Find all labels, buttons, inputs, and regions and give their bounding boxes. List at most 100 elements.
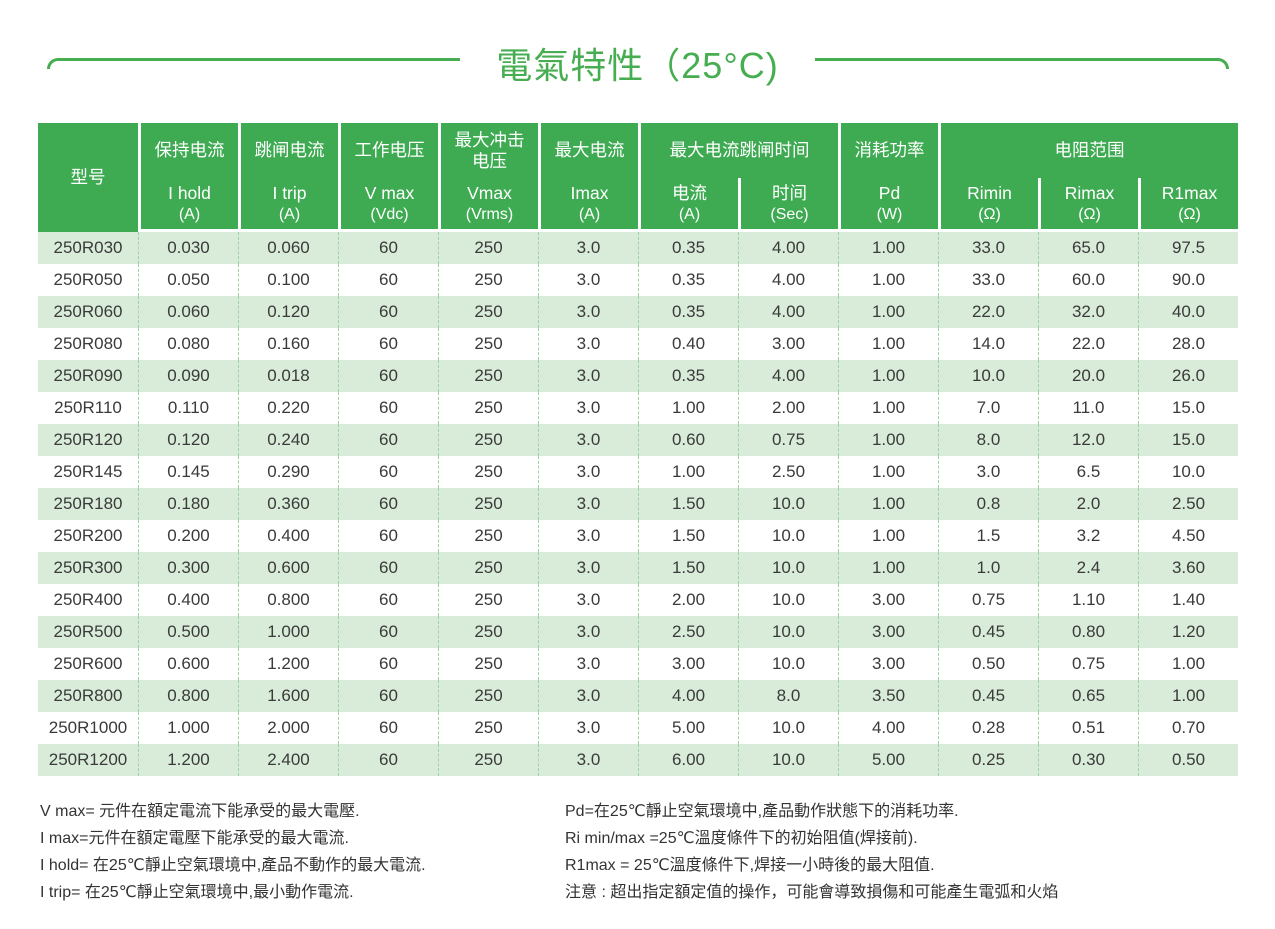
value-cell: 250 [438, 520, 538, 552]
footnotes: V max= 元件在額定電流下能承受的最大電壓. I max=元件在額定電壓下能… [40, 798, 1275, 906]
value-cell: 3.60 [1138, 552, 1238, 584]
footnote-vmax: V max= 元件在額定電流下能承受的最大電壓. [40, 803, 360, 820]
value-cell: 3.0 [538, 232, 638, 264]
value-cell: 10.0 [738, 712, 838, 744]
value-cell: 10.0 [738, 488, 838, 520]
electrical-characteristics-table: 型号 保持电流 跳闸电流 工作电压 最大冲击 电压 最大电流 最大电流跳闸时间 消… [38, 123, 1238, 776]
table-row: 250R1200 1.200 2.400 60 250 3.0 6.00 10.0 5.00 0.… [38, 744, 1238, 776]
value-cell: 250 [438, 712, 538, 744]
section-title-row: 電氣特性（25°C) [46, 37, 1229, 89]
value-cell: 6.00 [638, 744, 738, 776]
value-cell: 0.060 [138, 296, 238, 328]
value-cell: 1.00 [838, 552, 938, 584]
subheader-rimax: Rimax (Ω) [1038, 178, 1138, 232]
value-cell: 3.00 [838, 584, 938, 616]
value-cell: 0.75 [1038, 648, 1138, 680]
value-cell: 60 [338, 456, 438, 488]
value-cell: 3.0 [538, 424, 638, 456]
table-row: 250R600 0.600 1.200 60 250 3.0 3.00 10.0 3.00 0.5… [38, 648, 1238, 680]
table-row: 250R400 0.400 0.800 60 250 3.0 2.00 10.0 3.00 0.7… [38, 584, 1238, 616]
table-row: 250R1000 1.000 2.000 60 250 3.0 5.00 10.0 4.00 0.… [38, 712, 1238, 744]
value-cell: 0.290 [238, 456, 338, 488]
value-cell: 1.50 [638, 552, 738, 584]
table-body: 250R030 0.030 0.060 60 250 3.0 0.35 4.00 1.00 33.… [38, 232, 1238, 776]
footnote-pd: Pd=在25℃靜止空氣環境中,產品動作狀態下的消耗功率. [565, 803, 959, 820]
value-cell: 250 [438, 296, 538, 328]
value-cell: 1.000 [138, 712, 238, 744]
value-cell: 0.45 [938, 616, 1038, 648]
value-cell: 1.10 [1038, 584, 1138, 616]
subheader-pd: Pd (W) [838, 178, 938, 232]
col-header-surge-voltage: 最大冲击 电压 [438, 123, 538, 178]
value-cell: 60 [338, 264, 438, 296]
value-cell: 32.0 [1038, 296, 1138, 328]
value-cell: 0.160 [238, 328, 338, 360]
value-cell: 250 [438, 328, 538, 360]
value-cell: 250 [438, 616, 538, 648]
value-cell: 0.090 [138, 360, 238, 392]
value-cell: 250 [438, 360, 538, 392]
value-cell: 3.00 [838, 648, 938, 680]
model-cell: 250R800 [38, 680, 138, 712]
value-cell: 0.400 [238, 520, 338, 552]
value-cell: 60 [338, 328, 438, 360]
value-cell: 3.0 [538, 584, 638, 616]
value-cell: 1.5 [938, 520, 1038, 552]
col-header-power: 消耗功率 [838, 123, 938, 178]
value-cell: 3.0 [538, 296, 638, 328]
value-cell: 2.000 [238, 712, 338, 744]
value-cell: 11.0 [1038, 392, 1138, 424]
value-cell: 2.0 [1038, 488, 1138, 520]
model-cell: 250R200 [53, 526, 123, 545]
value-cell: 0.75 [938, 584, 1038, 616]
model-cell: 250R110 [54, 398, 122, 417]
value-cell: 60.0 [1038, 264, 1138, 296]
value-cell: 3.0 [538, 264, 638, 296]
value-cell: 22.0 [938, 296, 1038, 328]
table-row: 250R030 0.030 0.060 60 250 3.0 0.35 4.00 1.00 33.… [38, 232, 1238, 264]
value-cell: 3.0 [538, 520, 638, 552]
value-cell: 0.220 [238, 392, 338, 424]
table-row: 250R110 0.110 0.220 60 250 3.0 1.00 2.00 1.00 7.0… [38, 392, 1238, 424]
value-cell: 0.80 [1038, 616, 1138, 648]
model-cell: 250R080 [53, 334, 123, 353]
table-row: 250R120 0.120 0.240 60 250 3.0 0.60 0.75 1.00 8.0… [38, 424, 1238, 456]
footnote-r1max: R1max = 25℃溫度條件下,焊接一小時後的最大阻值. [565, 857, 935, 874]
value-cell: 2.400 [238, 744, 338, 776]
value-cell: 0.080 [138, 328, 238, 360]
value-cell: 28.0 [1138, 328, 1238, 360]
footnotes-right: Pd=在25℃靜止空氣環境中,產品動作狀態下的消耗功率. Ri min/max … [565, 798, 1275, 906]
value-cell: 3.0 [538, 744, 638, 776]
value-cell: 0.145 [138, 456, 238, 488]
value-cell: 0.018 [238, 360, 338, 392]
value-cell: 60 [338, 616, 438, 648]
value-cell: 0.600 [138, 648, 238, 680]
value-cell: 60 [338, 648, 438, 680]
value-cell: 12.0 [1038, 424, 1138, 456]
subheader-trip-test-current: 电流 (A) [638, 178, 738, 232]
value-cell: 3.0 [538, 456, 638, 488]
value-cell: 60 [338, 744, 438, 776]
value-cell: 60 [338, 424, 438, 456]
value-cell: 7.0 [938, 392, 1038, 424]
col-header-trip-current: 跳闸电流 [238, 123, 338, 178]
value-cell: 250 [438, 552, 538, 584]
subheader-r1max: R1max (Ω) [1138, 178, 1238, 232]
value-cell: 10.0 [738, 584, 838, 616]
value-cell: 1.200 [238, 648, 338, 680]
value-cell: 10.0 [1138, 456, 1238, 488]
value-cell: 65.0 [1038, 232, 1138, 264]
value-cell: 0.8 [938, 488, 1038, 520]
value-cell: 0.28 [938, 712, 1038, 744]
value-cell: 4.00 [838, 712, 938, 744]
value-cell: 20.0 [1038, 360, 1138, 392]
value-cell: 0.200 [138, 520, 238, 552]
value-cell: 3.0 [538, 712, 638, 744]
value-cell: 33.0 [938, 264, 1038, 296]
value-cell: 0.050 [138, 264, 238, 296]
value-cell: 3.0 [538, 616, 638, 648]
value-cell: 0.35 [638, 360, 738, 392]
model-cell: 250R060 [38, 296, 138, 328]
value-cell: 26.0 [1138, 360, 1238, 392]
